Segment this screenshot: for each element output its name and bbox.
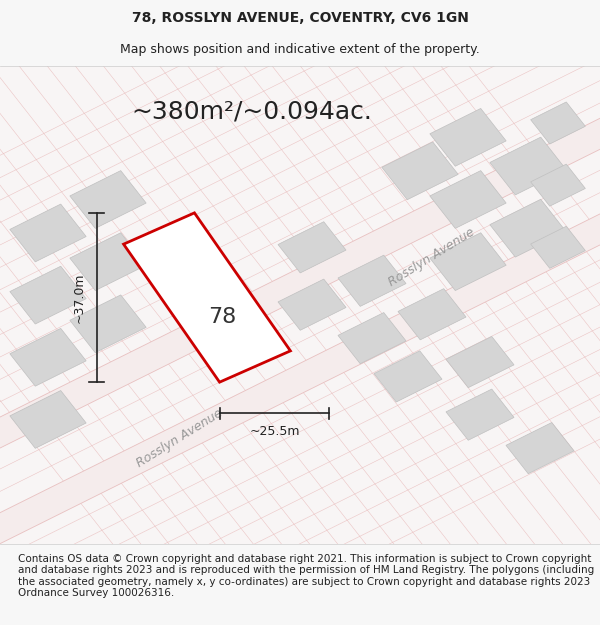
Text: ~37.0m: ~37.0m: [73, 272, 86, 322]
Polygon shape: [506, 422, 574, 474]
Polygon shape: [10, 328, 86, 386]
Polygon shape: [398, 289, 466, 340]
Polygon shape: [70, 232, 146, 291]
Polygon shape: [490, 137, 566, 195]
Polygon shape: [10, 391, 86, 448]
Polygon shape: [382, 142, 458, 200]
Polygon shape: [530, 164, 586, 206]
Text: Contains OS data © Crown copyright and database right 2021. This information is : Contains OS data © Crown copyright and d…: [18, 554, 594, 598]
Polygon shape: [430, 232, 506, 291]
Text: 78, ROSSLYN AVENUE, COVENTRY, CV6 1GN: 78, ROSSLYN AVENUE, COVENTRY, CV6 1GN: [131, 11, 469, 26]
Polygon shape: [70, 171, 146, 228]
Polygon shape: [124, 213, 290, 382]
Polygon shape: [0, 0, 600, 512]
Polygon shape: [446, 389, 514, 440]
Polygon shape: [374, 351, 442, 402]
Text: Rosslyn Avenue: Rosslyn Avenue: [386, 225, 478, 289]
Text: Map shows position and indicative extent of the property.: Map shows position and indicative extent…: [120, 42, 480, 56]
Polygon shape: [430, 171, 506, 228]
Polygon shape: [278, 222, 346, 273]
Polygon shape: [278, 279, 346, 330]
Polygon shape: [70, 295, 146, 352]
Polygon shape: [10, 204, 86, 262]
Polygon shape: [530, 102, 586, 144]
Polygon shape: [338, 312, 406, 364]
Polygon shape: [10, 266, 86, 324]
Polygon shape: [446, 336, 514, 388]
Text: Rosslyn Avenue: Rosslyn Avenue: [134, 407, 226, 471]
Text: 78: 78: [208, 307, 236, 327]
Polygon shape: [490, 199, 566, 257]
Text: ~380m²/~0.094ac.: ~380m²/~0.094ac.: [131, 99, 373, 123]
Polygon shape: [430, 109, 506, 166]
Polygon shape: [0, 150, 600, 625]
Text: ~25.5m: ~25.5m: [249, 425, 300, 438]
Polygon shape: [338, 255, 406, 306]
Polygon shape: [530, 226, 586, 268]
